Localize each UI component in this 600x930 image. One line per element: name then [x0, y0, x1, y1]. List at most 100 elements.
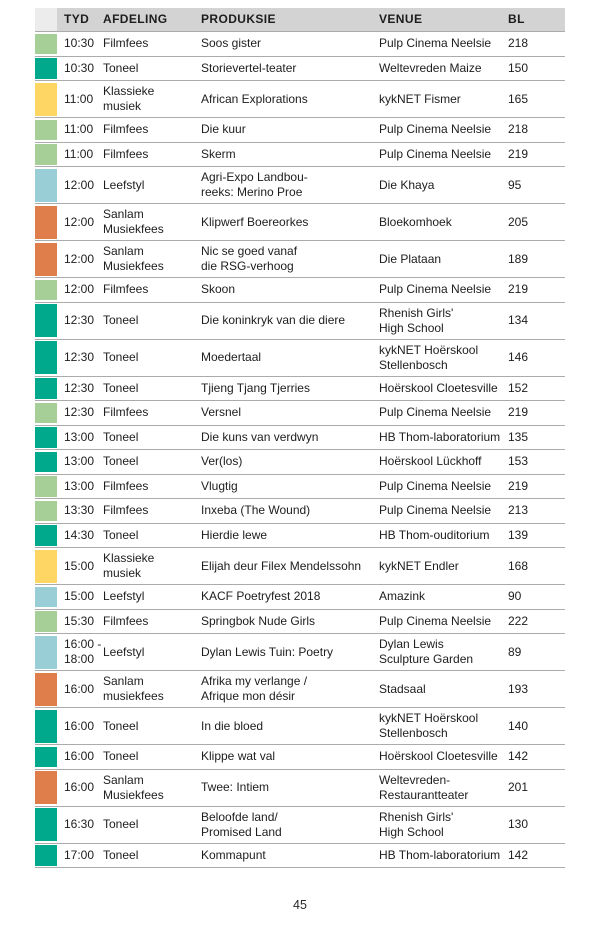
category-swatch-cell [35, 32, 57, 56]
production-cell: Die koninkryk van die diere [201, 313, 346, 327]
venue-cell: Hoërskool Lückhoff [379, 454, 482, 469]
category-swatch-cell [35, 844, 57, 868]
category-cell: Sanlam Musiekfees [103, 772, 164, 802]
category-color-swatch [35, 771, 57, 804]
production-cell: Klippe wat val [201, 749, 276, 764]
page-ref-cell: 142 [508, 749, 529, 764]
time-cell: 12:30 [64, 350, 95, 364]
time-cell: 15:30 [64, 613, 95, 628]
category-color-swatch [35, 500, 57, 521]
header-swatch-spacer [35, 8, 57, 31]
time-cell: 12:00 [64, 214, 95, 229]
page-ref-cell: 219 [508, 478, 529, 493]
production-cell: Storievertel-teater [201, 60, 297, 75]
table-row: 11:00 Klassieke musiek African Explorati… [35, 81, 565, 118]
table-row: 13:00 Filmfees Vlugtig Pulp Cinema Neels… [35, 475, 565, 499]
production-cell: Die kuns van verdwyn [201, 429, 319, 444]
category-cell: Toneel [103, 429, 139, 444]
production-cell: Kommapunt [201, 847, 266, 862]
page-ref-cell: 165 [508, 91, 529, 106]
category-cell: Leefstyl [103, 644, 145, 659]
venue-cell: Pulp Cinema Neelsie [379, 146, 492, 161]
category-swatch-cell [35, 745, 57, 769]
category-cell: Toneel [103, 817, 139, 831]
time-cell: 16:00 - 18:00 [64, 637, 102, 666]
category-color-swatch [35, 808, 57, 841]
time-cell: 16:00 [64, 780, 95, 794]
time-cell: 16:00 [64, 718, 95, 733]
category-cell: Toneel [103, 527, 139, 542]
venue-cell: Stadsaal [379, 681, 426, 696]
time-cell: 17:00 [64, 847, 95, 862]
header-afdeling: AFDELING [103, 8, 201, 31]
category-color-swatch [35, 33, 57, 54]
production-cell: Versnel [201, 405, 242, 420]
category-color-swatch [35, 611, 57, 632]
category-cell: Filmfees [103, 122, 149, 137]
page-ref-cell: 201 [508, 780, 529, 794]
category-cell: Toneel [103, 313, 139, 327]
table-row: 16:00 Sanlam Musiekfees Twee: Intiem Wel… [35, 770, 565, 807]
time-cell: 13:00 [64, 478, 95, 493]
time-cell: 11:00 [64, 122, 94, 137]
time-cell: 12:30 [64, 380, 95, 395]
category-swatch-cell [35, 167, 57, 203]
category-color-swatch [35, 341, 57, 374]
category-color-swatch [35, 476, 57, 497]
table-row: 12:30 Toneel Die koninkryk van die diere… [35, 303, 565, 340]
table-row: 16:30 Toneel Beloofde land/ Promised Lan… [35, 807, 565, 844]
page-ref-cell: 142 [508, 847, 529, 862]
category-swatch-cell [35, 548, 57, 584]
category-color-swatch [35, 845, 57, 866]
table-row: 11:00 Filmfees Skerm Pulp Cinema Neelsie… [35, 143, 565, 167]
page-ref-cell: 219 [508, 146, 529, 161]
time-cell: 12:30 [64, 313, 95, 327]
category-swatch-cell [35, 118, 57, 142]
page-ref-cell: 193 [508, 681, 529, 696]
venue-cell: Weltevreden Maize [379, 60, 482, 75]
venue-cell: kykNET Hoërskool Stellenbosch [379, 342, 479, 372]
category-color-swatch [35, 709, 57, 743]
category-swatch-cell [35, 57, 57, 81]
table-row: 11:00 Filmfees Die kuur Pulp Cinema Neel… [35, 118, 565, 143]
table-row: 12:00 Sanlam Musiekfees Klipwerf Boereor… [35, 204, 565, 241]
page-ref-cell: 205 [508, 214, 529, 229]
table-row: 13:00 Toneel Die kuns van verdwyn HB Tho… [35, 426, 565, 450]
venue-cell: Rhenish Girls' High School [379, 809, 454, 839]
page-ref-cell: 152 [508, 380, 529, 395]
category-cell: Filmfees [103, 405, 149, 420]
category-cell: Filmfees [103, 478, 149, 493]
time-cell: 13:00 [64, 429, 95, 444]
category-swatch-cell [35, 426, 57, 450]
category-swatch-cell [35, 585, 57, 609]
time-cell: 14:30 [64, 527, 95, 542]
page-ref-cell: 95 [508, 177, 522, 192]
category-cell: Filmfees [103, 503, 149, 518]
time-cell: 16:00 [64, 749, 95, 764]
category-cell: Filmfees [103, 282, 149, 297]
table-row: 16:00 Sanlam musiekfees Afrika my verlan… [35, 671, 565, 708]
category-color-swatch [35, 586, 57, 607]
category-swatch-cell [35, 377, 57, 401]
page-ref-cell: 90 [508, 589, 522, 604]
category-cell: Filmfees [103, 146, 149, 161]
production-cell: Nic se goed vanaf die RSG-verhoog [201, 244, 298, 273]
table-row: 16:00 Toneel Klippe wat val Hoërskool Cl… [35, 745, 565, 770]
time-cell: 10:30 [64, 60, 95, 75]
production-cell: Vlugtig [201, 478, 238, 493]
page-ref-cell: 168 [508, 558, 529, 573]
category-cell: Sanlam Musiekfees [103, 207, 164, 236]
category-color-swatch [35, 378, 57, 399]
page-number: 45 [293, 898, 307, 912]
time-cell: 12:00 [64, 251, 95, 266]
venue-cell: Hoërskool Cloetesville [379, 380, 498, 395]
production-cell: Twee: Intiem [201, 780, 270, 794]
category-cell: Klassieke musiek [103, 551, 155, 580]
table-row: 16:00 Toneel In die bloed kykNET Hoërsko… [35, 708, 565, 745]
category-cell: Toneel [103, 60, 139, 75]
category-swatch-cell [35, 401, 57, 425]
production-cell: Dylan Lewis Tuin: Poetry [201, 644, 334, 659]
category-swatch-cell [35, 340, 57, 376]
page-ref-cell: 146 [508, 350, 529, 364]
